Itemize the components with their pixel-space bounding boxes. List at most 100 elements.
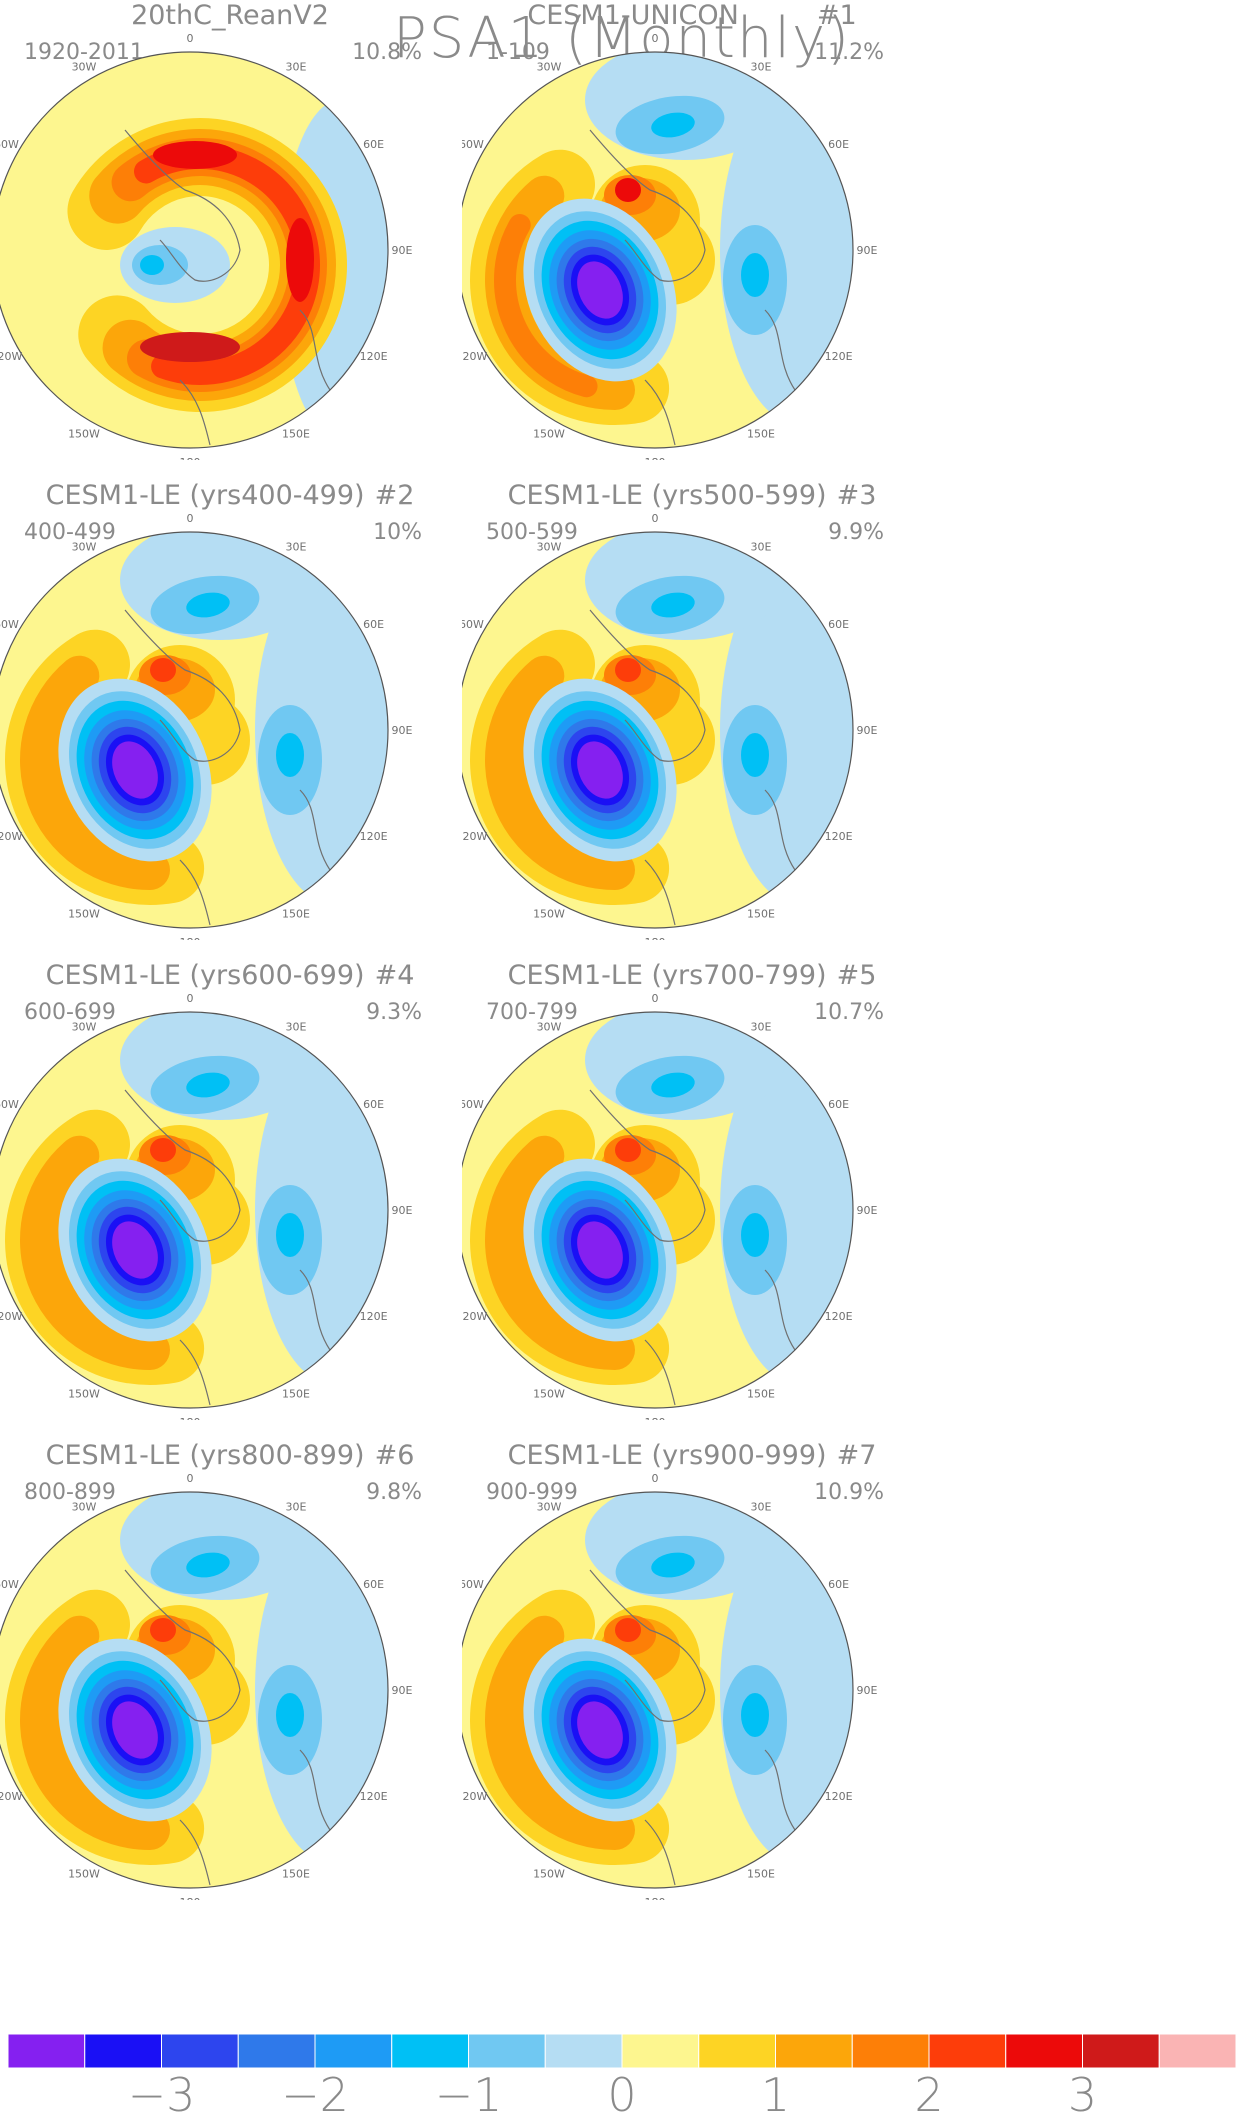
longitude-label: 150E: [282, 1868, 310, 1881]
longitude-label: 60E: [363, 1578, 384, 1591]
longitude-label: 180: [180, 1896, 201, 1900]
longitude-label: 30W: [537, 1500, 562, 1513]
map-panel: CESM1-LE (yrs700-799) #5 700-799 10.7% 0 30E 6…: [462, 960, 922, 1420]
positive-core: [150, 1618, 176, 1642]
colorbar-swatch: [775, 2034, 853, 2069]
positive-core: [615, 1618, 641, 1642]
colorbar-swatch: [8, 2034, 86, 2069]
longitude-label: 30E: [286, 540, 307, 553]
longitude-label: 90E: [392, 1684, 413, 1697]
longitude-label: 90E: [857, 1204, 878, 1217]
negative-blob: [741, 253, 769, 297]
panel-title: CESM1-LE (yrs500-599) #3: [462, 480, 922, 511]
longitude-label: 90E: [392, 1204, 413, 1217]
colorbar-swatch: [468, 2034, 546, 2069]
panel-years: 600-699: [24, 1000, 116, 1025]
contour-field: [462, 1492, 853, 1888]
longitude-label: 30W: [72, 60, 97, 73]
panel-years: 700-799: [486, 1000, 578, 1025]
map-panel: CESM1-LE (yrs800-899) #6 800-899 9.8% 0 30E 60…: [0, 1440, 460, 1900]
contour-field: [462, 1012, 853, 1408]
panel-variance-percent: 11.2%: [814, 40, 884, 65]
longitude-label: 180: [645, 456, 666, 460]
longitude-label: 150W: [68, 428, 100, 441]
longitude-label: 180: [645, 1896, 666, 1900]
positive-arc: [485, 655, 635, 890]
panel-title: CESM1-LE (yrs600-699) #4: [0, 960, 460, 991]
map-border: [0, 51, 389, 449]
colorbar-swatch: [84, 2034, 162, 2069]
longitude-label: 0: [652, 32, 659, 45]
coastline: [589, 1569, 706, 1722]
longitude-label: 120W: [0, 350, 22, 363]
coastline: [299, 309, 331, 391]
coastline: [124, 1089, 241, 1242]
coastline: [179, 1339, 211, 1406]
longitude-label: 90E: [857, 724, 878, 737]
longitude-label: 60E: [828, 1098, 849, 1111]
longitude-label: 0: [652, 1472, 659, 1485]
longitude-label: 120E: [360, 830, 388, 843]
polar-map: 030E60E90E120E150E180150W120W90W60W30W: [0, 992, 413, 1420]
longitude-label: 180: [180, 936, 201, 940]
panel-title: CESM1-UNICON #1: [462, 0, 922, 31]
panel-title: CESM1-LE (yrs900-999) #7: [462, 1440, 922, 1471]
negative-blob: [741, 1693, 769, 1737]
negative-blob: [741, 1213, 769, 1257]
negative-blob: [276, 1213, 304, 1257]
negative-blob: [651, 592, 695, 618]
polar-map: 030E60E90E120E150E180150W120W90W60W30W: [462, 992, 878, 1420]
longitude-label: 150W: [68, 1388, 100, 1401]
colorbar-swatch: [851, 2034, 930, 2069]
panel-title-text: CESM1-LE (yrs500-599): [507, 480, 827, 511]
negative-core: [577, 1701, 623, 1759]
polar-map: 030E60E90E120E150E180150W120W90W60W30W: [462, 32, 878, 460]
longitude-label: 120E: [360, 1790, 388, 1803]
panel-years: 500-599: [486, 520, 578, 545]
colorbar-swatch: [161, 2034, 239, 2069]
coastline: [764, 1269, 796, 1351]
longitude-label: 30E: [751, 60, 772, 73]
contour-field: [0, 1012, 388, 1408]
longitude-label: 30E: [751, 1500, 772, 1513]
longitude-label: 0: [187, 992, 194, 1005]
positive-arc: [20, 1135, 170, 1370]
positive-core: [140, 332, 240, 362]
colorbar-swatch: [1005, 2034, 1083, 2069]
longitude-label: 150E: [747, 908, 775, 921]
longitude-label: 120W: [462, 830, 487, 843]
longitude-label: 30W: [537, 60, 562, 73]
panel-number: #5: [836, 960, 877, 991]
panel-title-text: CESM1-LE (yrs800-899): [45, 1440, 365, 1471]
contour-field: [0, 1492, 388, 1888]
colorbar-swatch: [621, 2034, 700, 2069]
longitude-label: 60E: [828, 618, 849, 631]
panel-title: 20thC_ReanV2: [0, 0, 460, 31]
longitude-label: 60W: [462, 1098, 484, 1111]
coastline: [764, 1749, 796, 1831]
coastline: [589, 129, 706, 282]
polar-map: 030E60E90E120E150E180150W120W90W60W30W: [0, 32, 413, 460]
map-border: [0, 1011, 389, 1409]
longitude-label: 150W: [68, 1868, 100, 1881]
longitude-label: 150W: [533, 1388, 565, 1401]
longitude-label: 60E: [363, 618, 384, 631]
longitude-label: 60W: [0, 1578, 19, 1591]
longitude-label: 120W: [462, 350, 487, 363]
negative-blob: [651, 112, 695, 138]
longitude-label: 150E: [282, 908, 310, 921]
negative-core: [112, 1221, 158, 1279]
longitude-label: 120W: [462, 1790, 487, 1803]
longitude-label: 0: [652, 512, 659, 525]
longitude-label: 30E: [286, 1020, 307, 1033]
longitude-label: 30E: [286, 60, 307, 73]
longitude-label: 150W: [533, 428, 565, 441]
negative-core: [112, 1701, 158, 1759]
longitude-label: 30E: [751, 1020, 772, 1033]
longitude-label: 60W: [0, 618, 19, 631]
coastline: [179, 859, 211, 926]
longitude-label: 30W: [72, 540, 97, 553]
coastline: [299, 1269, 331, 1351]
panel-variance-percent: 10.8%: [352, 40, 422, 65]
longitude-label: 30W: [537, 540, 562, 553]
